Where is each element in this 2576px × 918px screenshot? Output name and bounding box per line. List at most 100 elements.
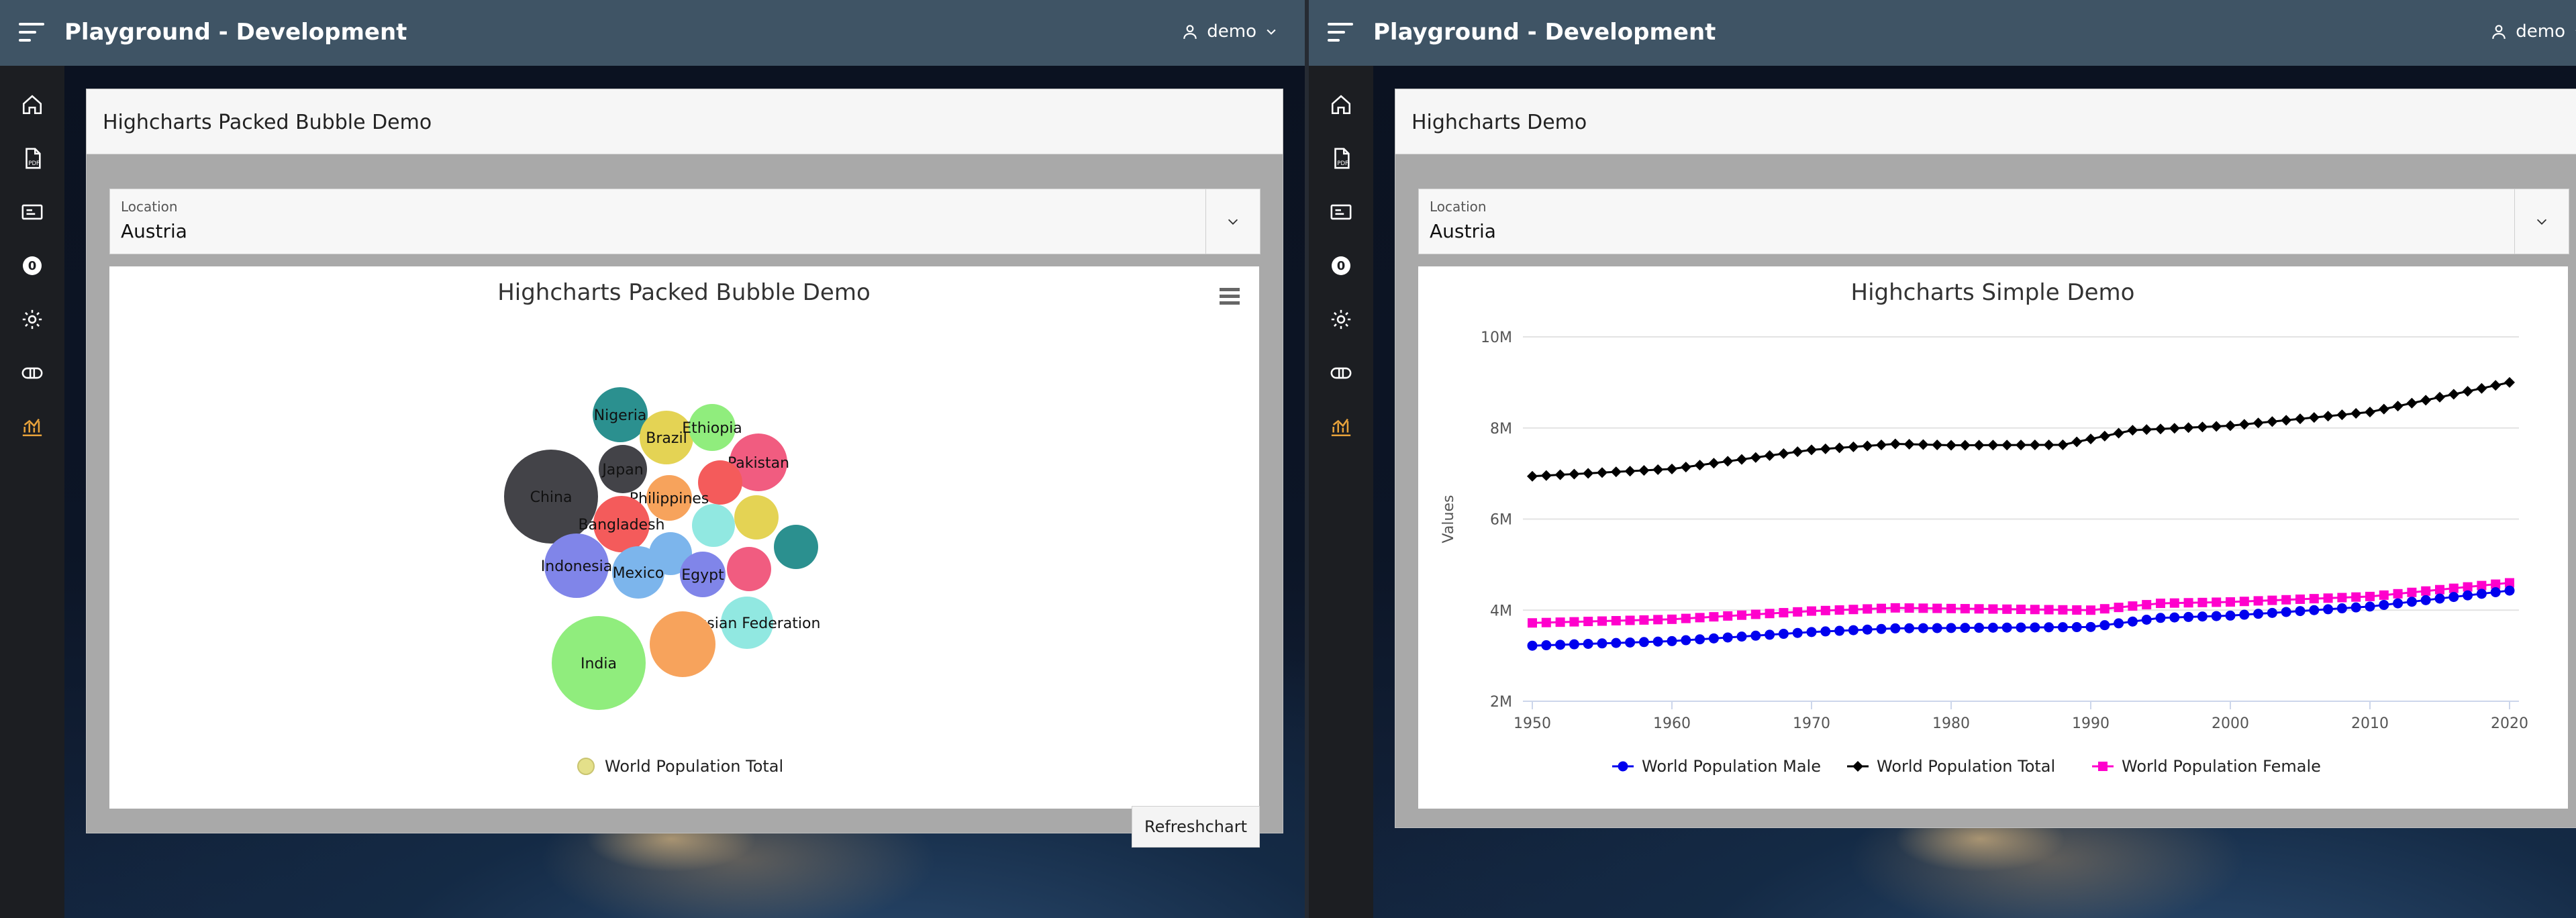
data-point[interactable]: [1625, 637, 1636, 648]
data-point[interactable]: [2392, 401, 2404, 412]
data-point[interactable]: [1918, 603, 1928, 613]
data-point[interactable]: [1569, 617, 1579, 627]
data-point[interactable]: [2295, 413, 2306, 425]
data-point[interactable]: [1695, 634, 1705, 645]
data-point[interactable]: [1877, 603, 1886, 613]
data-point[interactable]: [1722, 632, 1733, 643]
data-point[interactable]: [1618, 761, 1628, 772]
data-point[interactable]: [1667, 463, 1677, 474]
data-point[interactable]: [2323, 604, 2334, 615]
legend-item[interactable]: World Population Male: [1612, 757, 1821, 776]
data-point[interactable]: [2211, 611, 2222, 621]
data-point[interactable]: [1918, 623, 1928, 633]
data-point[interactable]: [2476, 589, 2487, 599]
data-point[interactable]: [1667, 635, 1677, 646]
data-point[interactable]: [2238, 419, 2250, 430]
nav-badge[interactable]: 0: [0, 239, 64, 293]
data-point[interactable]: [2016, 440, 2026, 451]
data-point[interactable]: [2127, 425, 2138, 436]
nav-card[interactable]: [0, 185, 64, 239]
nav-ticket[interactable]: [1309, 346, 1373, 400]
data-point[interactable]: [2379, 599, 2389, 610]
data-point[interactable]: [2239, 597, 2249, 607]
data-point[interactable]: [2504, 585, 2515, 596]
data-point[interactable]: [2448, 592, 2459, 603]
data-point[interactable]: [2504, 376, 2515, 388]
nav-home[interactable]: [1309, 78, 1373, 132]
data-point[interactable]: [2351, 592, 2361, 602]
data-point[interactable]: [2030, 622, 2040, 633]
data-point[interactable]: [2113, 427, 2124, 439]
data-point[interactable]: [1624, 466, 1636, 477]
data-point[interactable]: [2169, 598, 2179, 608]
data-point[interactable]: [1554, 469, 1566, 480]
data-point[interactable]: [2225, 610, 2236, 621]
data-point[interactable]: [1862, 440, 1873, 452]
data-point[interactable]: [1555, 640, 1566, 650]
nav-badge[interactable]: 0: [1309, 239, 1373, 293]
data-point[interactable]: [2030, 605, 2040, 615]
data-point[interactable]: [2463, 582, 2473, 592]
data-point[interactable]: [1569, 639, 1579, 650]
data-point[interactable]: [2267, 607, 2277, 618]
bubble[interactable]: Indonesia: [541, 533, 612, 598]
data-point[interactable]: [2393, 598, 2404, 609]
data-point[interactable]: [1960, 604, 1970, 614]
data-point[interactable]: [2448, 583, 2459, 593]
data-point[interactable]: [1765, 609, 1775, 619]
bubble[interactable]: [774, 525, 818, 569]
data-point[interactable]: [1583, 468, 1594, 479]
data-point[interactable]: [1820, 443, 1831, 454]
data-point[interactable]: [2420, 395, 2432, 406]
location-value[interactable]: [1430, 220, 2490, 242]
app-title[interactable]: Playground - Development: [64, 19, 407, 46]
data-point[interactable]: [1722, 456, 1734, 467]
data-point[interactable]: [2267, 595, 2277, 605]
data-point[interactable]: [2435, 584, 2444, 595]
data-point[interactable]: [2448, 389, 2459, 400]
data-point[interactable]: [2044, 622, 2054, 633]
legend-item[interactable]: World Population Female: [2092, 757, 2321, 776]
data-point[interactable]: [2002, 604, 2012, 614]
data-point[interactable]: [1708, 633, 1719, 644]
data-point[interactable]: [1597, 616, 1607, 626]
data-point[interactable]: [2281, 607, 2291, 617]
data-point[interactable]: [1960, 623, 1971, 633]
data-point[interactable]: [1555, 617, 1565, 627]
data-point[interactable]: [1904, 623, 1915, 633]
series-line[interactable]: [1532, 582, 2510, 624]
data-point[interactable]: [1889, 438, 1901, 450]
bubble[interactable]: Nigeria: [593, 387, 648, 442]
data-point[interactable]: [1848, 605, 1859, 615]
data-point[interactable]: [2406, 397, 2418, 409]
data-point[interactable]: [1792, 446, 1803, 458]
data-point[interactable]: [2127, 616, 2138, 627]
data-point[interactable]: [1946, 603, 1956, 613]
data-point[interactable]: [1863, 604, 1873, 614]
data-point[interactable]: [2183, 611, 2194, 622]
data-point[interactable]: [2393, 589, 2403, 599]
nav-settings[interactable]: [0, 293, 64, 346]
data-point[interactable]: [2141, 424, 2152, 436]
data-point[interactable]: [1834, 605, 1844, 615]
data-point[interactable]: [2379, 590, 2389, 600]
bubble[interactable]: [727, 547, 771, 591]
data-point[interactable]: [1974, 623, 1985, 633]
data-point[interactable]: [1708, 458, 1720, 469]
bubble[interactable]: Pakistan: [728, 434, 789, 491]
data-point[interactable]: [1932, 440, 1943, 451]
data-point[interactable]: [2336, 603, 2347, 614]
data-point[interactable]: [2226, 597, 2235, 607]
bubble[interactable]: [692, 504, 735, 547]
data-point[interactable]: [2183, 422, 2194, 434]
data-point[interactable]: [2155, 423, 2166, 435]
data-point[interactable]: [2253, 596, 2263, 606]
user-menu[interactable]: demo: [1181, 21, 1278, 42]
data-point[interactable]: [1974, 604, 1984, 614]
bubble[interactable]: Egypt: [680, 552, 726, 597]
location-value[interactable]: [121, 220, 1181, 242]
data-point[interactable]: [2197, 611, 2208, 622]
data-point[interactable]: [1918, 439, 1929, 450]
data-point[interactable]: [1750, 609, 1761, 619]
data-point[interactable]: [2197, 597, 2208, 607]
